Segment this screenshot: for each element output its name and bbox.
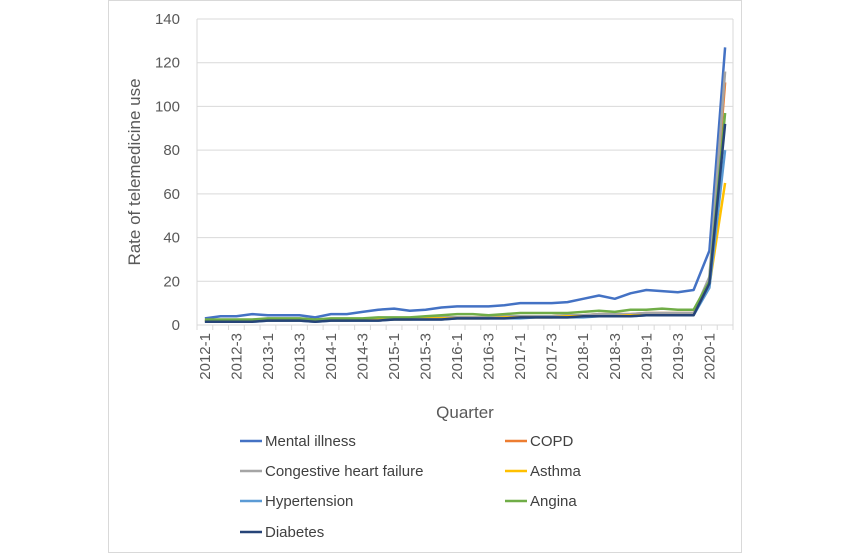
legend-label-hypertension: Hypertension [265, 493, 353, 510]
y-tick-label: 80 [163, 142, 180, 159]
x-tick-label: 2018-3 [607, 333, 624, 380]
x-tick-label: 2015-3 [418, 333, 435, 380]
x-tick-label: 2016-1 [449, 333, 466, 380]
y-tick-label: 0 [172, 317, 180, 334]
y-tick-label: 140 [155, 11, 180, 28]
series-lines [204, 47, 727, 323]
legend-label-mental-illness: Mental illness [265, 433, 356, 450]
y-tick-label: 120 [155, 55, 180, 72]
series-line-angina [204, 112, 727, 321]
y-tick-label: 60 [163, 186, 180, 203]
x-tick-label: 2019-1 [638, 333, 655, 380]
series-line-copd [204, 82, 727, 322]
legend-label-diabetes: Diabetes [265, 524, 324, 541]
series-line-asthma [204, 182, 727, 322]
series-line-diabetes [204, 123, 727, 323]
chart-frame [108, 0, 742, 553]
x-tick-label: 2017-1 [512, 333, 529, 380]
y-tick-label: 40 [163, 230, 180, 247]
x-tick-label: 2013-1 [260, 333, 277, 380]
legend-label-angina: Angina [530, 493, 577, 510]
x-tick-label: 2012-1 [197, 333, 214, 380]
x-tick-label: 2013-3 [291, 333, 308, 380]
x-tick-label: 2016-3 [481, 333, 498, 380]
x-tick-label: 2017-3 [544, 333, 561, 380]
x-tick-label: 2012-3 [228, 333, 245, 380]
x-tick-label: 2019-3 [670, 333, 687, 380]
x-axis-title: Quarter [436, 403, 494, 422]
x-tick-label: 2014-3 [355, 333, 372, 380]
x-tick-label: 2018-1 [575, 333, 592, 380]
legend: Mental illness COPD Congestive heart failu… [240, 433, 582, 541]
series-line-hypertension [204, 149, 727, 323]
x-tick-label: 2015-1 [386, 333, 403, 380]
legend-label-congestive-heart-failure: Congestive heart failure [265, 463, 423, 480]
y-tick-label: 20 [163, 273, 180, 290]
series-line-mental-illness [204, 47, 727, 320]
y-axis-title: Rate of telemedicine use [125, 78, 144, 265]
y-axis-ticks: 0 20 40 60 80 100 120 140 [155, 11, 180, 334]
y-tick-label: 100 [155, 98, 180, 115]
x-tick-label: 2014-1 [323, 333, 340, 380]
x-axis-ticks: 2012-1 2012-3 2013-1 2013-3 2014-1 2014-3 2015… [196, 325, 734, 380]
legend-label-asthma: Asthma [530, 463, 582, 480]
series-line-congestive-heart-failure [204, 71, 727, 322]
gridlines [196, 18, 734, 326]
x-tick-label: 2020-1 [701, 333, 718, 380]
legend-label-copd: COPD [530, 433, 574, 450]
